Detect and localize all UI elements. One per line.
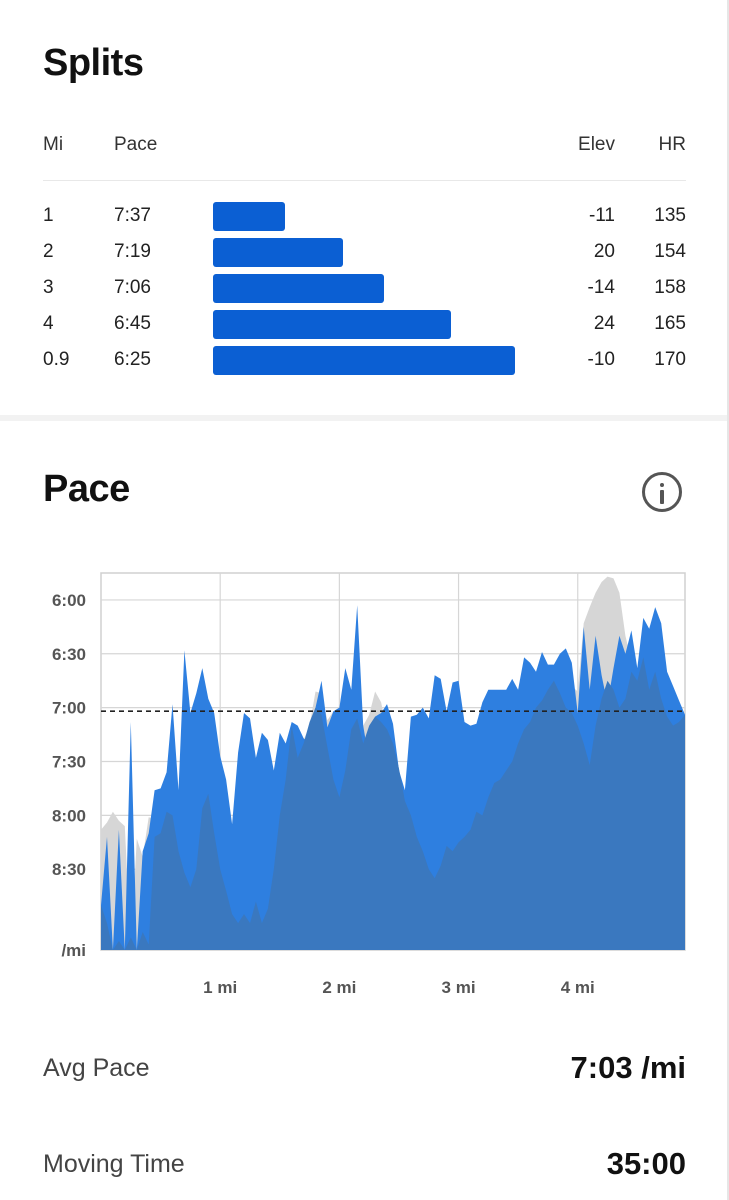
scroll-edge bbox=[727, 0, 729, 1200]
header-divider bbox=[43, 180, 686, 181]
y-tick-label: 8:30 bbox=[52, 860, 86, 879]
x-tick-label: 1 mi bbox=[203, 978, 237, 997]
split-mile: 1 bbox=[43, 205, 54, 226]
split-mile: 2 bbox=[43, 241, 54, 262]
split-pace-bar bbox=[213, 346, 516, 375]
split-pace: 7:37 bbox=[114, 205, 151, 226]
avg-pace-row: Avg Pace 7:03 /mi bbox=[0, 1050, 727, 1094]
y-tick-label: 7:00 bbox=[52, 699, 86, 718]
split-hr: 158 bbox=[654, 277, 686, 298]
split-pace-bar bbox=[213, 202, 285, 231]
x-tick-label: 2 mi bbox=[322, 978, 356, 997]
pace-chart: 6:00 6:30 7:00 7:30 8:00 8:30/mi 1 mi 2 mi 3 mi 4… bbox=[52, 572, 686, 997]
table-row: 0.9 6:25 -10 170 bbox=[0, 346, 727, 376]
moving-time-value: 35:00 bbox=[606, 1146, 686, 1181]
split-pace-bar bbox=[213, 238, 343, 267]
column-header-hr: HR bbox=[658, 134, 686, 155]
pace-title: Pace bbox=[43, 468, 130, 510]
split-elev: -14 bbox=[587, 277, 615, 298]
split-hr: 170 bbox=[654, 349, 686, 370]
split-mile: 3 bbox=[43, 277, 54, 298]
avg-pace-label: Avg Pace bbox=[43, 1054, 150, 1082]
moving-time-row: Moving Time 35:00 bbox=[0, 1146, 727, 1190]
split-mile: 4 bbox=[43, 313, 54, 334]
split-hr: 135 bbox=[654, 205, 686, 226]
avg-pace-value: 7:03 /mi bbox=[570, 1050, 686, 1085]
y-tick-label: 6:30 bbox=[52, 645, 86, 664]
split-elev: 24 bbox=[593, 313, 615, 334]
x-tick-label: 3 mi bbox=[442, 978, 476, 997]
split-pace: 6:25 bbox=[114, 349, 151, 370]
moving-time-label: Moving Time bbox=[43, 1150, 185, 1178]
column-header-mile: Mi bbox=[43, 134, 64, 155]
split-pace: 6:45 bbox=[114, 313, 151, 334]
info-icon-stem bbox=[660, 490, 664, 504]
splits-title: Splits bbox=[43, 42, 144, 84]
split-hr: 154 bbox=[654, 241, 686, 262]
table-row: 1 7:37 -11 135 bbox=[0, 202, 727, 232]
split-pace-bar bbox=[213, 274, 385, 303]
split-pace: 7:19 bbox=[114, 241, 151, 262]
pace-area-series-3 bbox=[101, 657, 685, 950]
split-pace-bar bbox=[213, 310, 452, 339]
x-tick-label: 4 mi bbox=[561, 978, 595, 997]
split-pace: 7:06 bbox=[114, 277, 151, 298]
section-divider bbox=[0, 415, 727, 421]
table-row: 4 6:45 24 165 bbox=[0, 310, 727, 340]
split-hr: 165 bbox=[654, 313, 686, 334]
splits-section: Splits Mi Pace Elev HR 1 7:37 -11 135 2 … bbox=[0, 0, 727, 416]
y-tick-label: 6:00 bbox=[52, 591, 86, 610]
y-tick-label: 7:30 bbox=[52, 753, 86, 772]
info-icon-dot bbox=[660, 483, 664, 487]
column-header-pace: Pace bbox=[114, 134, 158, 155]
table-row: 3 7:06 -14 158 bbox=[0, 274, 727, 304]
split-mile: 0.9 bbox=[43, 349, 70, 370]
column-header-elev: Elev bbox=[578, 134, 615, 155]
split-elev: 20 bbox=[593, 241, 615, 262]
split-elev: -10 bbox=[587, 349, 615, 370]
info-icon[interactable] bbox=[642, 472, 682, 512]
y-unit-label: /mi bbox=[61, 941, 86, 960]
split-elev: -11 bbox=[588, 205, 615, 226]
table-row: 2 7:19 20 154 bbox=[0, 238, 727, 268]
y-tick-label: 8:00 bbox=[52, 806, 86, 825]
